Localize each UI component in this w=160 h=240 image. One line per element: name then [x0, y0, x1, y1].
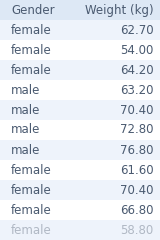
Bar	[0, 200, 160, 220]
Text: 70.40: 70.40	[120, 103, 154, 116]
Bar	[0, 60, 160, 80]
Bar	[0, 180, 160, 200]
Text: 61.60: 61.60	[120, 163, 154, 176]
Bar	[0, 20, 160, 40]
Text: female: female	[11, 43, 52, 56]
Bar	[0, 80, 160, 100]
Text: female: female	[11, 204, 52, 216]
Bar	[0, 100, 160, 120]
Text: 64.20: 64.20	[120, 64, 154, 77]
Text: female: female	[11, 163, 52, 176]
Text: Weight (kg): Weight (kg)	[85, 4, 154, 17]
Text: male: male	[11, 144, 41, 156]
Text: 76.80: 76.80	[120, 144, 154, 156]
Bar	[0, 160, 160, 180]
Text: 58.80: 58.80	[120, 223, 154, 236]
Text: female: female	[11, 223, 52, 236]
Text: female: female	[11, 64, 52, 77]
Text: male: male	[11, 103, 41, 116]
Bar	[0, 0, 160, 20]
Text: 62.70: 62.70	[120, 24, 154, 36]
Bar	[0, 220, 160, 240]
Text: 63.20: 63.20	[120, 84, 154, 96]
Text: 54.00: 54.00	[120, 43, 154, 56]
Text: 70.40: 70.40	[120, 184, 154, 197]
Text: 66.80: 66.80	[120, 204, 154, 216]
Text: male: male	[11, 84, 41, 96]
Text: female: female	[11, 24, 52, 36]
Text: female: female	[11, 184, 52, 197]
Text: male: male	[11, 124, 41, 137]
Bar	[0, 140, 160, 160]
Text: Gender: Gender	[11, 4, 55, 17]
Text: 72.80: 72.80	[120, 124, 154, 137]
Bar	[0, 120, 160, 140]
Bar	[0, 40, 160, 60]
